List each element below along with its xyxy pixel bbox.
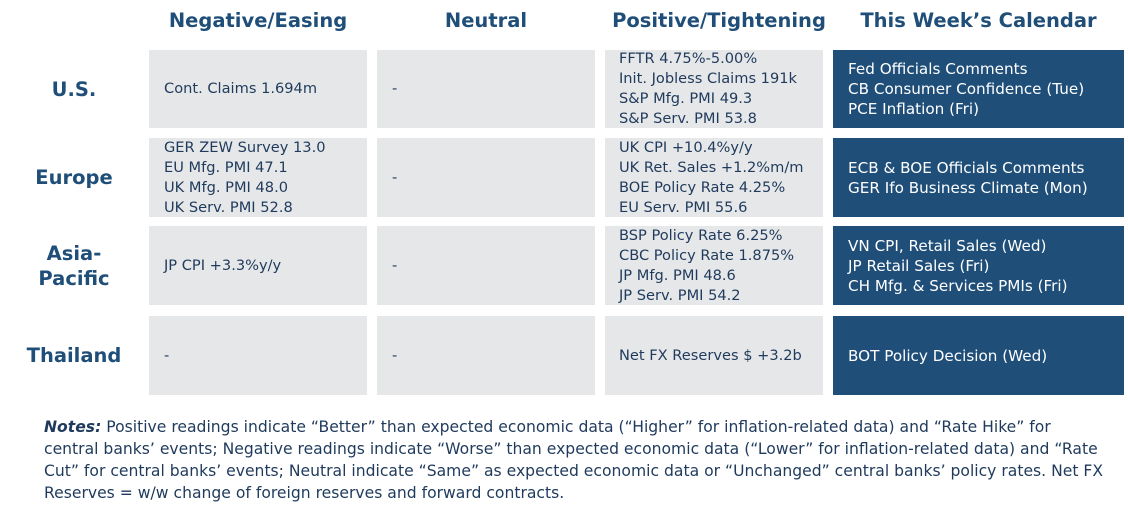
cell-line: CB Consumer Confidence (Tue): [848, 80, 1085, 98]
cell-line: S&P Mfg. PMI 49.3: [619, 90, 753, 107]
cell-line: Net FX Reserves $ +3.2b: [619, 346, 802, 364]
cell-line: -: [392, 168, 398, 186]
cell-asia-pacific-calendar: VN CPI, Retail Sales (Wed) JP Retail Sal…: [833, 226, 1124, 305]
cell-line: CBC Policy Rate 1.875%: [619, 246, 795, 264]
column-header-neutral: Neutral: [444, 9, 528, 32]
cell-line: EU Mfg. PMI 47.1: [164, 158, 288, 176]
cell-line: GER ZEW Survey 13.0: [164, 138, 326, 156]
cell-line: UK Serv. PMI 52.8: [164, 198, 293, 216]
column-header-positive: Positive/Tightening: [612, 9, 826, 32]
cell-line: VN CPI, Retail Sales (Wed): [848, 236, 1047, 255]
row-label-thailand: Thailand: [6, 316, 142, 395]
cell-asia-pacific-negative: JP CPI +3.3%y/y: [149, 226, 367, 305]
cell-line: UK CPI +10.4%y/y: [619, 138, 753, 156]
cell-line: UK Ret. Sales +1.2%m/m: [619, 158, 804, 176]
row-label-europe: Europe: [6, 138, 142, 217]
cell-line: EU Serv. PMI 55.6: [619, 198, 748, 216]
column-header-calendar: This Week’s Calendar: [860, 9, 1097, 32]
cell-line: UK Mfg. PMI 48.0: [164, 178, 288, 196]
cell-asia-pacific-neutral: -: [377, 226, 595, 305]
cell-line: -: [164, 346, 170, 364]
cell-line: PCE Inflation (Fri): [848, 100, 980, 118]
cell-line: Cont. Claims 1.694m: [164, 80, 318, 97]
cell-europe-positive: UK CPI +10.4%y/y UK Ret. Sales +1.2%m/m …: [605, 138, 823, 217]
cell-line: ECB & BOE Officials Comments: [848, 158, 1085, 177]
cell-line: -: [392, 80, 398, 97]
cell-line: Fed Officials Comments: [848, 60, 1028, 78]
row-label-text: Asia-: [46, 241, 102, 265]
notes-text: Positive readings indicate “Better” than…: [44, 418, 1104, 502]
cell-line: JP CPI +3.3%y/y: [164, 256, 282, 274]
cell-line: BOT Policy Decision (Wed): [848, 346, 1048, 365]
cell-line: -: [392, 256, 398, 274]
cell-line: JP Mfg. PMI 48.6: [619, 266, 736, 284]
column-header-negative: Negative/Easing: [168, 9, 348, 32]
notes-paragraph: Notes: Positive readings indicate “Bette…: [44, 416, 1104, 504]
cell-thailand-neutral: -: [377, 316, 595, 395]
row-label-us: U.S.: [6, 50, 142, 128]
row-label-text: Thailand: [26, 344, 122, 367]
cell-us-calendar: Fed Officials Comments CB Consumer Confi…: [833, 50, 1124, 128]
cell-line: CH Mfg. & Services PMIs (Fri): [848, 276, 1068, 295]
cell-europe-neutral: -: [377, 138, 595, 217]
cell-line: GER Ifo Business Climate (Mon): [848, 178, 1088, 197]
cell-europe-negative: GER ZEW Survey 13.0 EU Mfg. PMI 47.1 UK …: [149, 138, 367, 217]
row-label-text: Europe: [35, 166, 113, 189]
cell-thailand-calendar: BOT Policy Decision (Wed): [833, 316, 1124, 395]
cell-line: BOE Policy Rate 4.25%: [619, 178, 786, 196]
cell-line: JP Serv. PMI 54.2: [619, 286, 741, 304]
cell-line: Init. Jobless Claims 191k: [619, 70, 797, 87]
notes-label: Notes:: [44, 418, 102, 436]
cell-line: FFTR 4.75%-5.00%: [619, 50, 758, 67]
cell-us-neutral: -: [377, 50, 595, 128]
cell-line: JP Retail Sales (Fri): [848, 256, 990, 275]
cell-thailand-negative: -: [149, 316, 367, 395]
cell-europe-calendar: ECB & BOE Officials Comments GER Ifo Bus…: [833, 138, 1124, 217]
cell-asia-pacific-positive: BSP Policy Rate 6.25% CBC Policy Rate 1.…: [605, 226, 823, 305]
row-label-text: Pacific: [38, 266, 110, 290]
row-label-text: U.S.: [51, 77, 97, 101]
cell-line: S&P Serv. PMI 53.8: [619, 110, 757, 127]
row-label-asia-pacific: Asia- Pacific: [6, 226, 142, 305]
cell-us-negative: Cont. Claims 1.694m: [149, 50, 367, 128]
cell-thailand-positive: Net FX Reserves $ +3.2b: [605, 316, 823, 395]
cell-line: BSP Policy Rate 6.25%: [619, 226, 783, 244]
cell-line: -: [392, 346, 398, 364]
cell-us-positive: FFTR 4.75%-5.00% Init. Jobless Claims 19…: [605, 50, 823, 128]
